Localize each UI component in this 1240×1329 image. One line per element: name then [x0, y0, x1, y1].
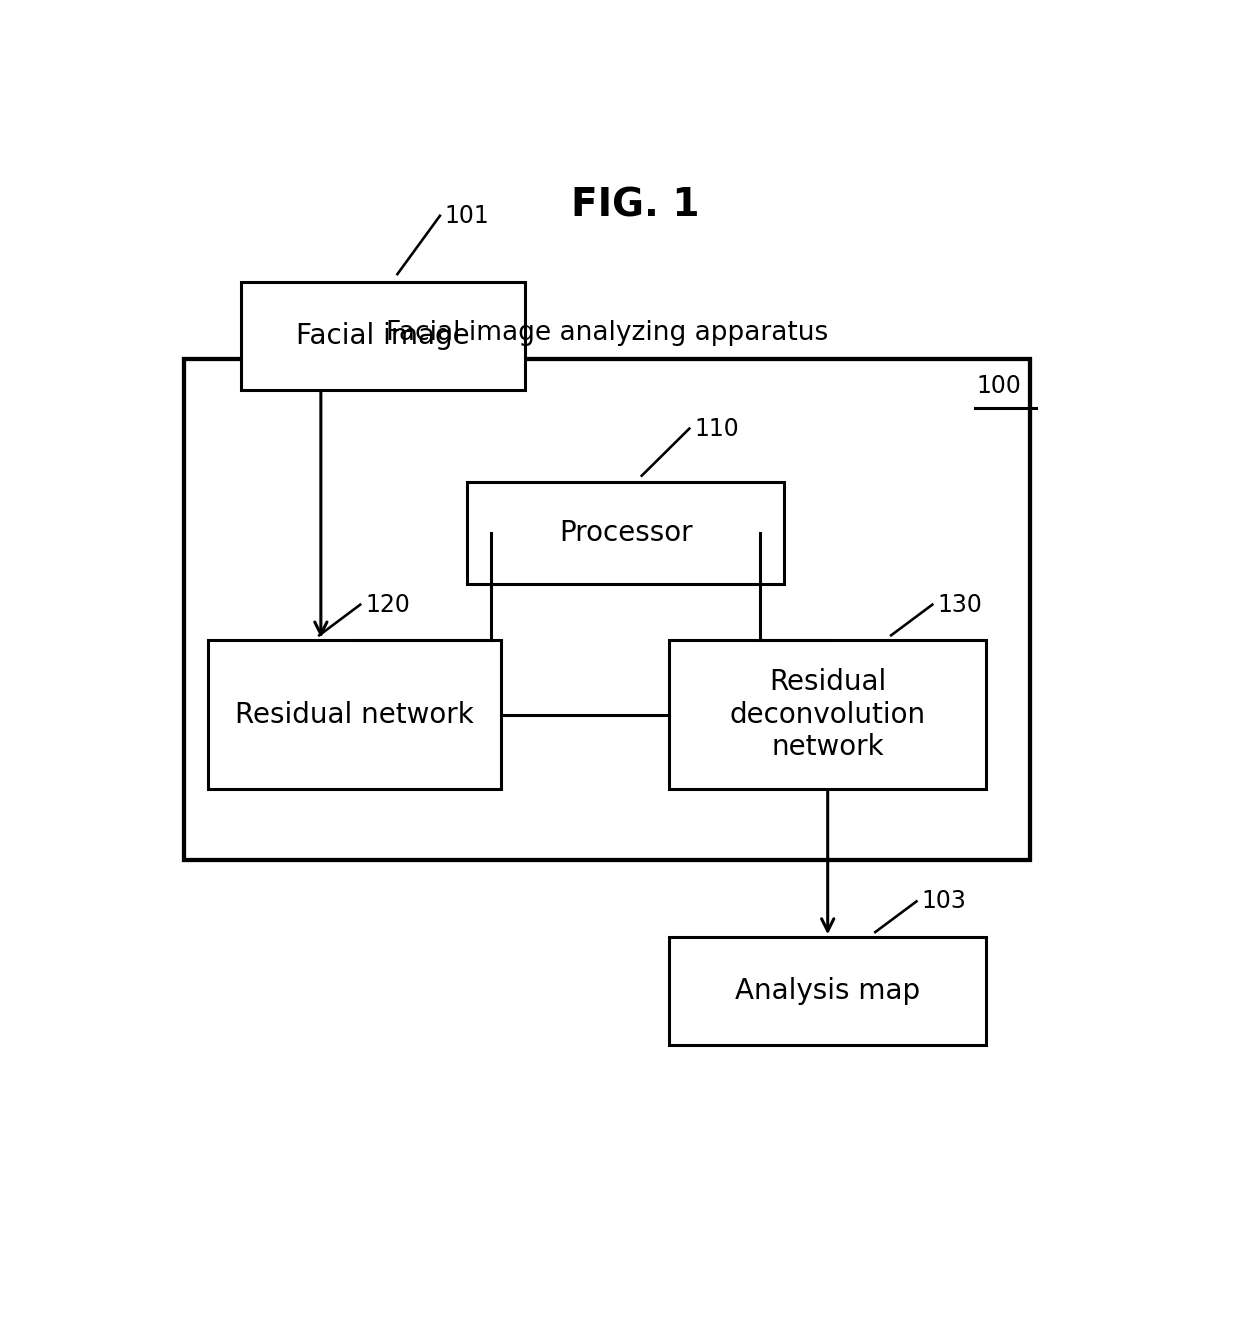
Text: Facial image analyzing apparatus: Facial image analyzing apparatus: [386, 320, 828, 346]
Text: 103: 103: [921, 889, 966, 913]
Text: Residual network: Residual network: [236, 700, 474, 728]
Bar: [670, 937, 986, 1045]
Text: 101: 101: [445, 203, 490, 227]
Text: 110: 110: [694, 416, 739, 441]
Text: Analysis map: Analysis map: [735, 977, 920, 1005]
Text: FIG. 1: FIG. 1: [572, 186, 699, 225]
Bar: [184, 359, 1029, 860]
Bar: [208, 641, 501, 789]
Text: Residual
deconvolution
network: Residual deconvolution network: [729, 668, 926, 762]
Bar: [467, 482, 785, 585]
Bar: [670, 641, 986, 789]
Text: Facial image: Facial image: [296, 322, 470, 350]
Bar: [242, 282, 525, 389]
Text: 130: 130: [937, 593, 982, 617]
Text: 100: 100: [977, 375, 1022, 399]
Text: 120: 120: [365, 593, 410, 617]
Text: Processor: Processor: [559, 520, 693, 548]
